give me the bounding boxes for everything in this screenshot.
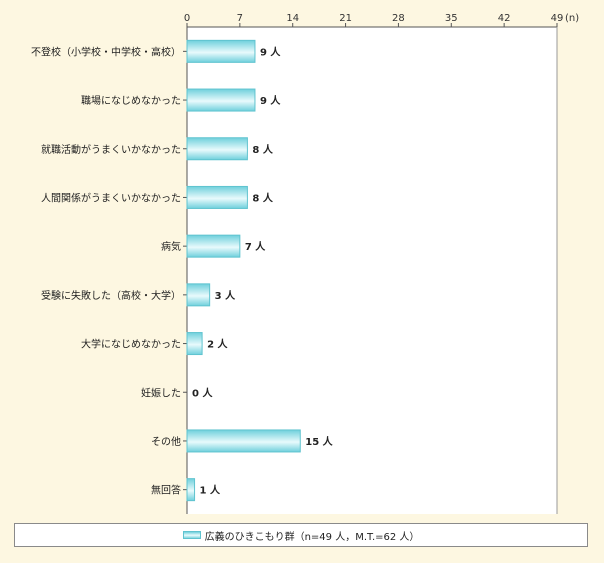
bar	[186, 185, 248, 209]
bar-chart: 0 7 14 21 28 35 42 49 (n)不登校（小学校・中学校・高校） 9 人職場になじ…	[31, 13, 579, 514]
x-tick-label: 7	[237, 13, 243, 24]
data-label: 2 人	[207, 338, 228, 351]
category-label: 人間関係がうまくいかなかった	[41, 191, 181, 204]
data-label: 0 人	[192, 386, 213, 399]
legend: 広義のひきこもり群（n=49 人，M.T.=62 人）	[14, 523, 588, 547]
x-tick-label: 0	[184, 13, 190, 24]
bar	[186, 234, 241, 258]
legend-label: 広義のひきこもり群（n=49 人，M.T.=62 人）	[204, 531, 420, 543]
bar	[186, 39, 256, 63]
bar	[186, 478, 196, 502]
x-tick-label: 42	[498, 13, 511, 24]
data-label: 9 人	[260, 94, 281, 107]
category-label: 大学になじめなかった	[81, 338, 181, 351]
data-label: 8 人	[252, 143, 273, 156]
category-label: 職場になじめなかった	[81, 94, 181, 107]
legend-swatch	[182, 531, 201, 539]
x-tick-label: 21	[339, 13, 352, 24]
category-label: 受験に失敗した（高校・大学）	[41, 289, 181, 302]
category-label: 無回答	[151, 484, 181, 497]
x-unit-label: (n)	[565, 13, 579, 24]
x-tick-label: 14	[286, 13, 299, 24]
x-tick-label: 35	[445, 13, 458, 24]
bar	[186, 88, 256, 112]
bar	[186, 429, 301, 453]
category-label: 就職活動がうまくいかなかった	[41, 143, 181, 156]
data-label: 15 人	[305, 435, 333, 448]
bar	[186, 283, 211, 307]
category-label: その他	[151, 435, 181, 448]
x-tick-label: 49	[551, 13, 564, 24]
data-label: 3 人	[215, 289, 236, 302]
data-label: 8 人	[252, 191, 273, 204]
bar	[186, 332, 203, 356]
x-tick-label: 28	[392, 13, 405, 24]
data-label: 1 人	[200, 484, 221, 497]
data-label: 9 人	[260, 45, 281, 58]
category-label: 妊娠した	[141, 386, 181, 399]
category-label: 不登校（小学校・中学校・高校）	[31, 45, 181, 58]
data-label: 7 人	[245, 240, 266, 253]
bar	[186, 137, 248, 161]
category-label: 病気	[161, 240, 181, 253]
